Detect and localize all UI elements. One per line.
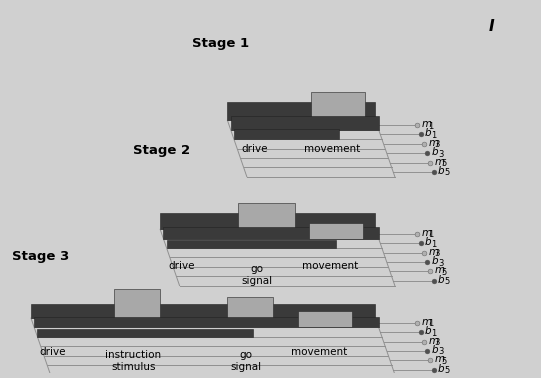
Text: m: m [422,228,432,238]
Text: 5: 5 [441,357,446,366]
Text: 3: 3 [434,249,440,258]
Text: Stage 1: Stage 1 [193,37,249,50]
Text: b: b [425,326,432,336]
Text: 1: 1 [428,319,433,328]
Text: m: m [434,265,445,276]
Text: go
signal: go signal [241,265,273,286]
FancyBboxPatch shape [234,129,339,139]
Text: 1: 1 [431,131,437,140]
Text: 5: 5 [441,159,446,168]
FancyBboxPatch shape [167,240,336,248]
Text: drive: drive [168,261,195,271]
Text: 1: 1 [428,122,433,130]
Text: 1: 1 [428,231,433,240]
Text: 5: 5 [444,169,450,177]
Text: 3: 3 [438,259,443,268]
Text: movement: movement [301,261,358,271]
Text: 3: 3 [438,150,443,159]
Text: 3: 3 [434,338,440,347]
Text: drive: drive [39,347,66,356]
FancyBboxPatch shape [311,92,365,120]
FancyBboxPatch shape [298,311,352,327]
FancyBboxPatch shape [227,297,273,318]
FancyBboxPatch shape [309,223,362,239]
Text: b: b [431,256,438,266]
Text: instruction
stimulus: instruction stimulus [105,350,161,372]
FancyBboxPatch shape [238,203,295,229]
FancyBboxPatch shape [230,116,379,130]
Text: movement: movement [304,144,360,154]
Text: m: m [428,247,438,257]
FancyBboxPatch shape [227,102,375,120]
FancyBboxPatch shape [114,288,160,318]
FancyBboxPatch shape [34,317,379,327]
Text: m: m [434,156,445,167]
Text: 1: 1 [431,240,437,249]
Text: 5: 5 [444,366,450,375]
Text: 3: 3 [434,140,440,149]
Text: b: b [425,237,432,247]
Text: b: b [431,147,438,157]
Text: m: m [428,336,438,345]
Text: b: b [438,364,445,374]
Text: Stage 2: Stage 2 [133,144,190,157]
Text: drive: drive [241,144,268,154]
Text: b: b [431,345,438,355]
Text: b: b [438,166,445,176]
Text: m: m [422,317,432,327]
Text: go
signal: go signal [230,350,262,372]
FancyBboxPatch shape [163,226,379,239]
Text: b: b [438,275,445,285]
Text: 3: 3 [438,347,443,356]
Text: movement: movement [291,347,347,356]
Text: 5: 5 [441,268,446,277]
Text: m: m [434,354,445,364]
Text: Stage 3: Stage 3 [12,249,69,263]
FancyBboxPatch shape [31,304,375,318]
Text: m: m [428,138,438,148]
FancyBboxPatch shape [160,213,375,229]
Text: 1: 1 [431,328,437,338]
Text: 5: 5 [444,277,450,287]
Text: b: b [425,129,432,138]
Text: I: I [489,19,494,34]
Text: m: m [422,119,432,129]
FancyBboxPatch shape [37,330,253,337]
